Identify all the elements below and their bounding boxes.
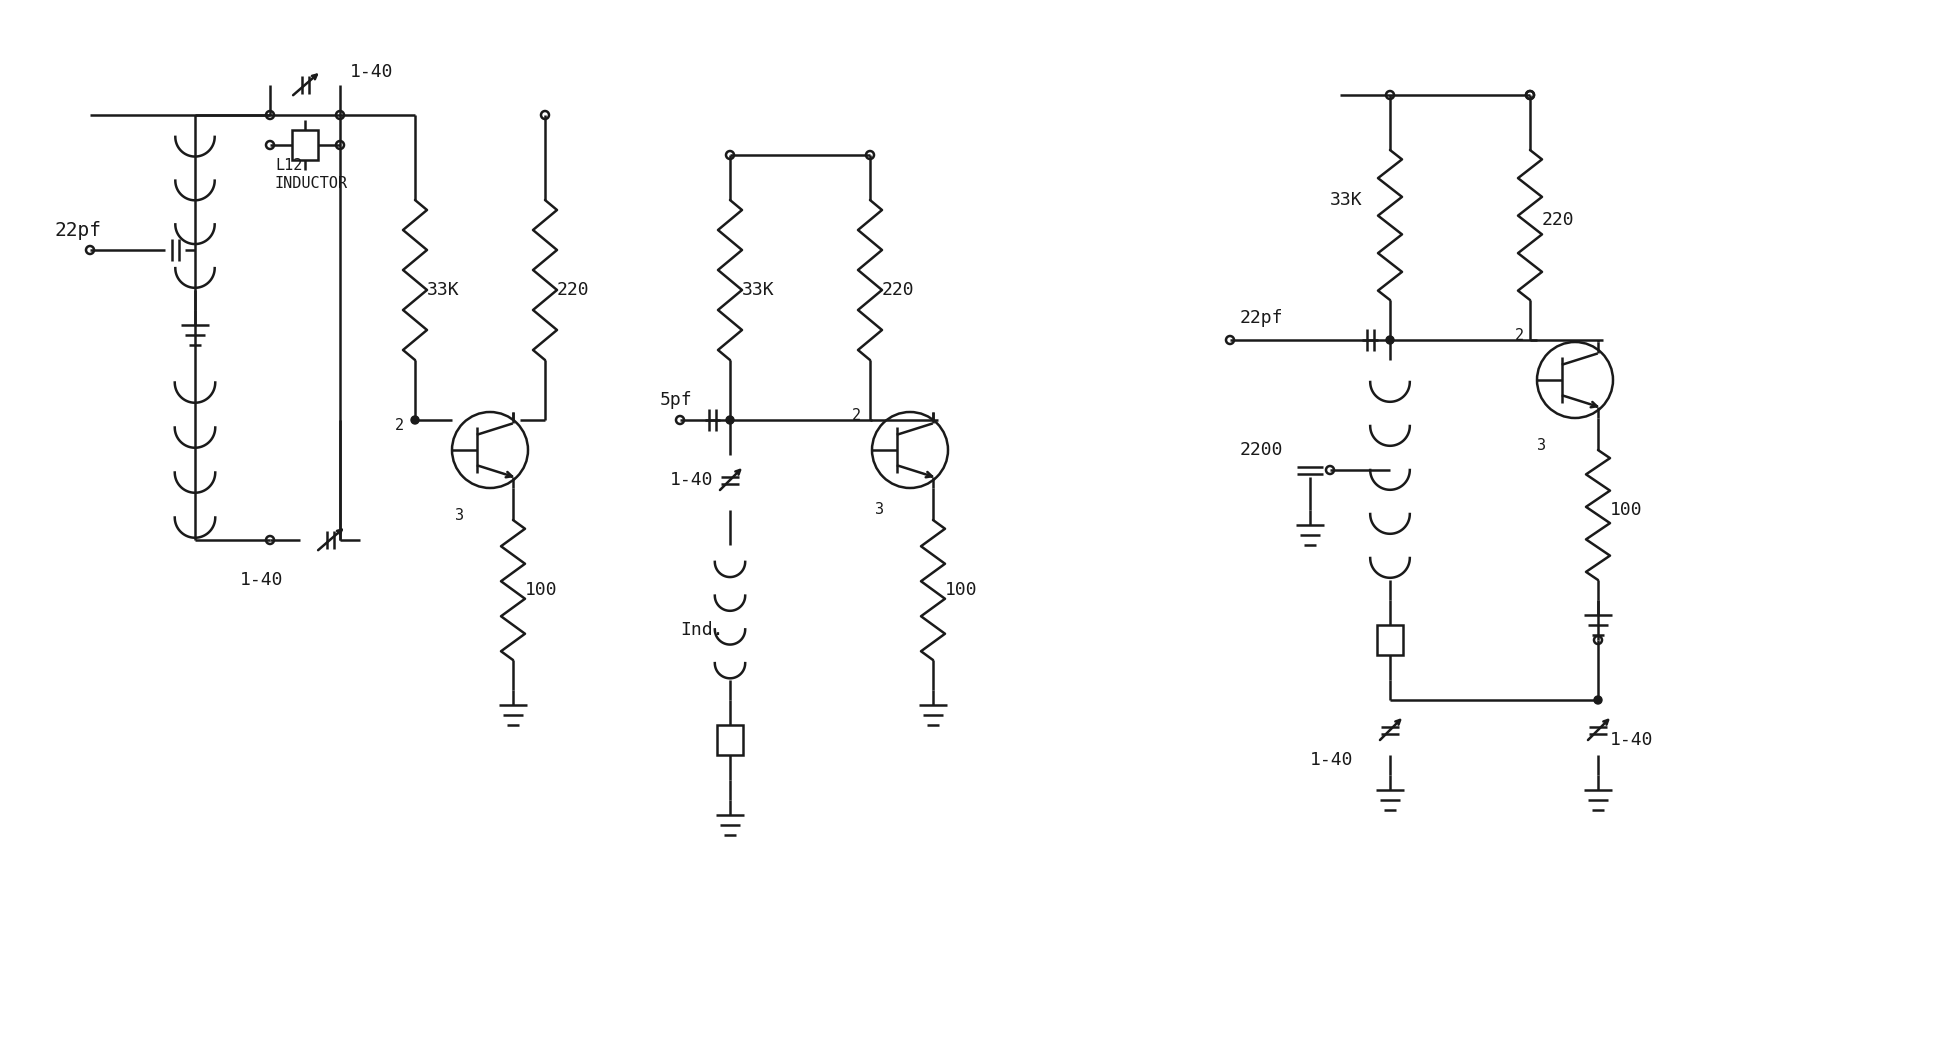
Bar [1378, 625, 1403, 655]
Text: 2: 2 [852, 407, 862, 423]
Text: 5pf: 5pf [660, 391, 692, 409]
Text: 220: 220 [1542, 211, 1575, 229]
Text: 3: 3 [1538, 437, 1546, 452]
Text: 33K: 33K [428, 281, 459, 299]
Text: 100: 100 [1610, 501, 1643, 519]
Text: 3: 3 [875, 502, 883, 517]
Text: 220: 220 [557, 281, 590, 299]
Text: 22pf: 22pf [1241, 309, 1284, 327]
Text: 100: 100 [526, 581, 557, 599]
Text: 1-40: 1-40 [1309, 751, 1354, 769]
Circle shape [1385, 336, 1393, 344]
Text: 1-40: 1-40 [240, 571, 283, 588]
Text: 220: 220 [881, 281, 914, 299]
Text: 2200: 2200 [1241, 441, 1284, 459]
Text: 33K: 33K [1331, 191, 1362, 209]
Bar [717, 725, 743, 755]
Text: Ind.: Ind. [680, 621, 723, 639]
Bar [291, 130, 319, 160]
Text: 1-40: 1-40 [1610, 731, 1653, 749]
Text: 3: 3 [455, 508, 465, 522]
Circle shape [410, 416, 418, 424]
Text: 1-40: 1-40 [350, 63, 393, 81]
Text: INDUCTOR: INDUCTOR [276, 175, 348, 191]
Text: 22pf: 22pf [55, 220, 102, 239]
Text: 1-40: 1-40 [670, 471, 713, 489]
Text: 2: 2 [395, 418, 404, 432]
Text: 2: 2 [1514, 327, 1524, 343]
Circle shape [1594, 695, 1602, 704]
Circle shape [727, 416, 735, 424]
Text: L12: L12 [276, 157, 303, 172]
Text: 33K: 33K [743, 281, 774, 299]
Text: 100: 100 [946, 581, 977, 599]
